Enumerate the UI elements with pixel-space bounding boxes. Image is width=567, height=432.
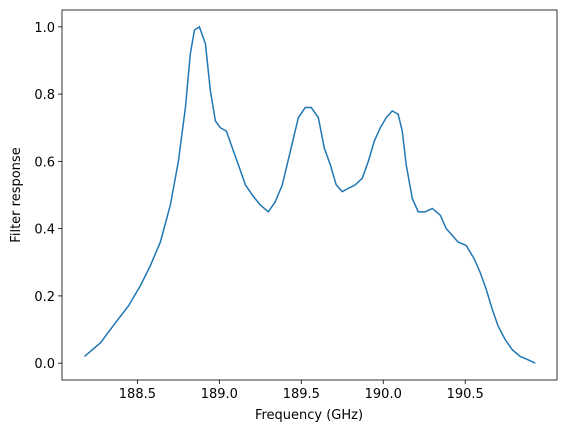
x-tick-label: 190.5: [447, 387, 484, 402]
y-axis-label: Filter response: [9, 147, 24, 242]
y-tick-label: 0.6: [34, 155, 55, 170]
x-tick-label: 189.0: [201, 387, 238, 402]
plot-frame: [61, 9, 558, 381]
line: [83, 25, 536, 364]
y-tick-label: 1.0: [34, 21, 55, 36]
y-tick-label: 0.0: [34, 357, 55, 372]
y-tick-label: 0.4: [34, 223, 55, 238]
y-tick-label: 0.2: [34, 290, 55, 305]
x-tick-label: 189.5: [283, 387, 320, 402]
y-tick-label: 0.8: [34, 88, 55, 103]
x-axis-label: Frequency (GHz): [255, 408, 363, 423]
x-tick-label: 188.5: [119, 387, 156, 402]
x-tick-label: 190.0: [365, 387, 402, 402]
